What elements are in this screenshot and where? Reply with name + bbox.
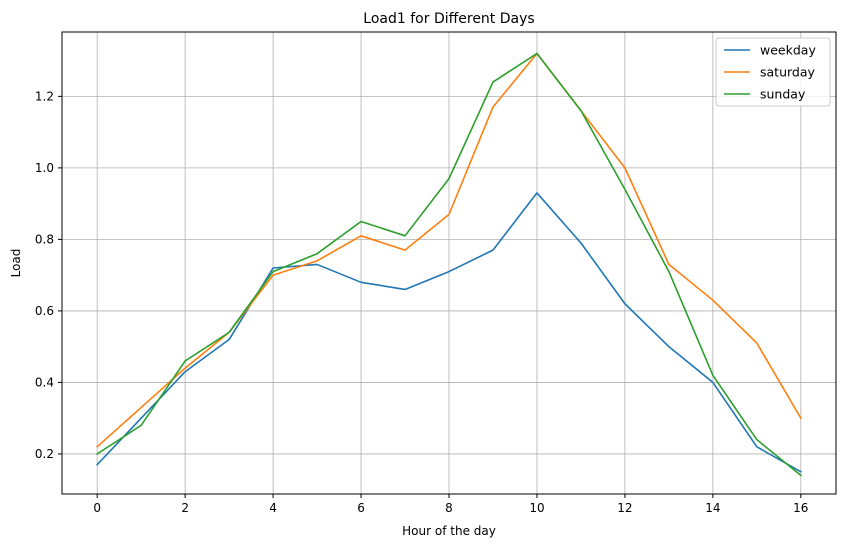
legend-label-weekday: weekday [760,43,816,58]
x-tick-label: 0 [93,501,101,515]
x-tick-label: 2 [181,501,189,515]
x-tick-label: 14 [705,501,720,515]
y-tick-label: 0.6 [35,304,54,318]
y-axis-ticks: 0.2 0.4 0.6 0.8 1.0 1.2 [35,89,62,461]
y-axis-label: Load [9,249,23,278]
y-tick-label: 0.4 [35,375,54,389]
series-line-sunday [96,52,802,477]
legend-box [715,37,831,107]
legend: weekday saturday sunday [715,37,831,107]
x-axis-label: Hour of the day [402,524,496,538]
series-line-saturday [96,52,802,448]
y-tick-label: 0.8 [35,232,54,246]
y-tick-label: 1.0 [35,161,54,175]
x-tick-label: 10 [529,501,544,515]
x-tick-label: 8 [445,501,453,515]
series-lines [96,52,802,477]
x-tick-label: 12 [617,501,632,515]
x-tick-label: 6 [357,501,365,515]
y-tick-label: 1.2 [35,89,54,103]
legend-label-sunday: sunday [760,87,806,102]
x-axis-ticks: 0 2 4 6 8 10 12 14 16 [93,494,808,515]
series-line-weekday [96,192,802,473]
legend-label-saturday: saturday [760,65,816,80]
y-tick-label: 0.2 [35,447,54,461]
grid [62,32,836,494]
x-tick-label: 16 [793,501,808,515]
x-tick-label: 4 [269,501,277,515]
chart-title: Load1 for Different Days [363,11,534,27]
